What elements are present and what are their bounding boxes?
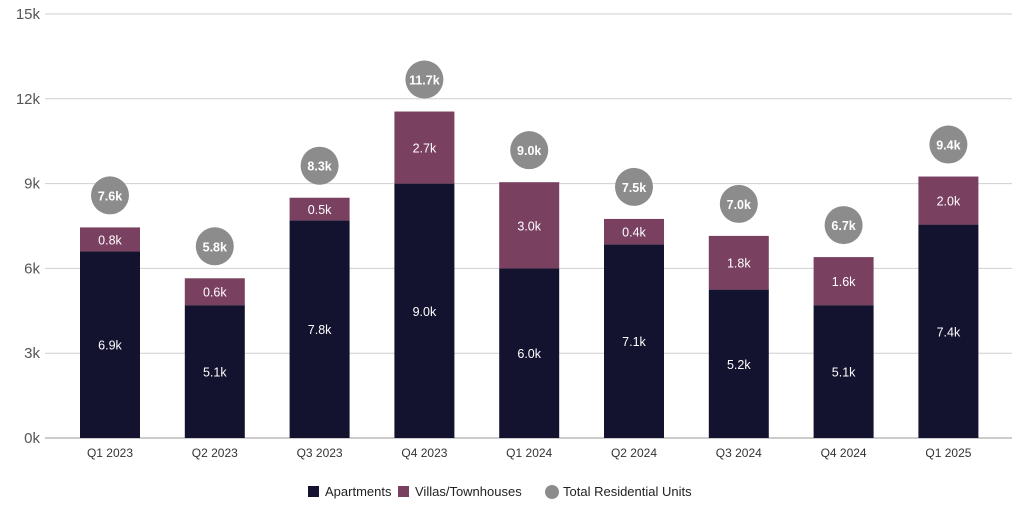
- total-units-label: 7.0k: [727, 198, 751, 212]
- legend-swatch: [398, 486, 409, 497]
- legend-swatch: [545, 485, 559, 499]
- bar-villas-townhouses: [80, 227, 140, 252]
- total-units-marker: [510, 131, 549, 170]
- villas-value-label: 0.8k: [98, 233, 122, 247]
- apartments-value-label: 9.0k: [413, 305, 437, 319]
- bar-villas-townhouses: [918, 176, 979, 225]
- total-units-marker: [719, 184, 758, 223]
- bar-apartments: [708, 289, 769, 438]
- x-axis-categories: Q1 2023 Q2 2023 Q3 2023 Q4 2023 Q1 2024 Q2 20…: [87, 446, 972, 460]
- total-units-marker: [615, 167, 653, 206]
- total-units-marker: [929, 125, 968, 164]
- apartments-value-label: 5.1k: [832, 366, 856, 380]
- bar-apartments: [394, 183, 455, 438]
- total-units-label: 9.0k: [517, 144, 541, 158]
- x-category-label: Q3 2024: [716, 446, 762, 460]
- villas-value-label: 1.6k: [832, 275, 856, 289]
- bar-apartments: [604, 244, 664, 438]
- total-units-label: 11.7k: [409, 74, 440, 88]
- total-units-label: 5.8k: [203, 240, 227, 254]
- total-units-label: 8.3k: [307, 160, 331, 174]
- bar-villas-townhouses: [604, 218, 664, 245]
- villas-value-label: 3.0k: [517, 219, 541, 233]
- apartments-value-label: 6.0k: [517, 347, 541, 361]
- bar-villas-townhouses: [289, 197, 350, 221]
- y-axis-ticks: 0k 3k 6k 9k 12k 15k: [16, 6, 41, 447]
- total-units-label: 9.4k: [936, 139, 960, 153]
- bar-villas-townhouses: [394, 111, 455, 184]
- bar-apartments: [918, 224, 979, 438]
- legend: Apartments Villas/Townhouses Total Residen…: [308, 484, 692, 499]
- y-tick-label: 9k: [24, 176, 40, 193]
- y-tick-label: 0k: [24, 430, 40, 447]
- bar-apartments: [813, 305, 874, 438]
- total-units-label: 7.5k: [622, 181, 646, 195]
- bar-apartments: [80, 251, 140, 438]
- bar-apartments: [184, 305, 245, 438]
- apartments-value-label: 5.1k: [203, 366, 227, 380]
- x-category-label: Q2 2023: [192, 446, 238, 460]
- total-units-marker: [824, 206, 863, 245]
- villas-value-label: 0.4k: [622, 226, 646, 240]
- x-category-label: Q1 2025: [925, 446, 971, 460]
- villas-value-label: 2.7k: [413, 142, 437, 156]
- villas-value-label: 0.6k: [203, 286, 227, 300]
- bar-villas-townhouses: [813, 257, 874, 306]
- total-units-marker: [300, 146, 339, 185]
- x-category-label: Q4 2023: [401, 446, 447, 460]
- villas-value-label: 2.0k: [937, 195, 961, 209]
- x-category-label: Q4 2024: [821, 446, 867, 460]
- total-units-marker: [195, 227, 234, 266]
- bar-villas-townhouses: [184, 278, 245, 306]
- total-units-marker: [91, 176, 129, 215]
- x-category-label: Q1 2024: [506, 446, 552, 460]
- apartments-value-label: 5.2k: [727, 358, 751, 372]
- x-category-label: Q2 2024: [611, 446, 657, 460]
- legend-label: Apartments: [325, 484, 392, 499]
- bar-villas-townhouses: [708, 235, 769, 290]
- y-tick-label: 3k: [24, 345, 40, 362]
- x-category-label: Q3 2023: [297, 446, 343, 460]
- bar-villas-townhouses: [499, 182, 560, 269]
- total-units-label: 7.6k: [98, 189, 122, 203]
- legend-label: Villas/Townhouses: [415, 484, 522, 499]
- villas-value-label: 1.8k: [727, 257, 751, 271]
- x-category-label: Q1 2023: [87, 446, 133, 460]
- legend-label: Total Residential Units: [563, 484, 692, 499]
- bar-apartments: [289, 220, 350, 438]
- apartments-value-label: 7.8k: [308, 323, 332, 337]
- villas-value-label: 0.5k: [308, 203, 332, 217]
- y-tick-label: 6k: [24, 260, 40, 277]
- apartments-value-label: 7.1k: [622, 335, 646, 349]
- total-units-marker: [405, 60, 444, 99]
- bar-apartments: [499, 268, 560, 438]
- y-tick-label: 15k: [16, 6, 41, 23]
- bars: 6.9k 0.8k 7.6k 5.1k 0.6k 5.8k 7.8k 0.5k 8.3k 9.0k…: [80, 60, 979, 438]
- total-units-label: 6.7k: [831, 219, 855, 233]
- legend-swatch: [308, 486, 319, 497]
- apartments-value-label: 7.4k: [937, 325, 961, 339]
- apartments-value-label: 6.9k: [98, 339, 122, 353]
- y-tick-label: 12k: [16, 91, 41, 108]
